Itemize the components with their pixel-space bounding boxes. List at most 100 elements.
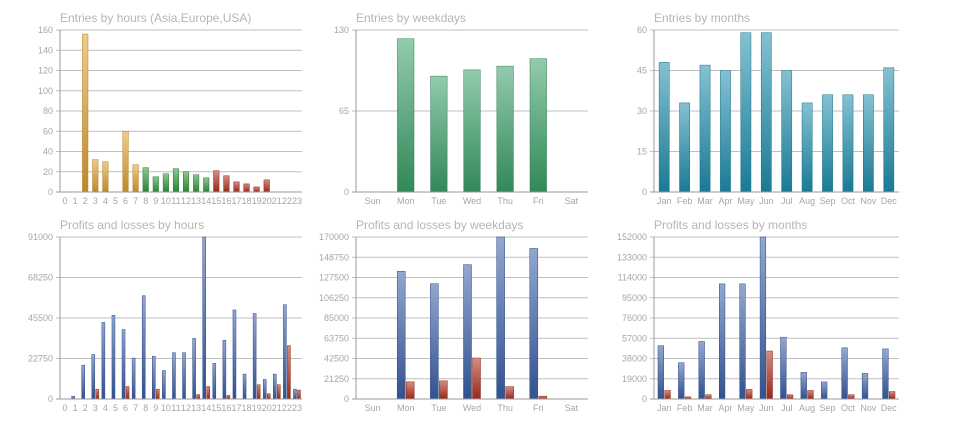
- x-tick-label: Jul: [781, 403, 793, 413]
- x-tick-label: Sep: [820, 403, 836, 413]
- bar-series-2: [287, 345, 291, 400]
- bar: [82, 33, 89, 193]
- bar-series-1: [121, 329, 126, 400]
- bar-series-1: [222, 340, 227, 400]
- x-tick-label: 19: [252, 196, 262, 206]
- x-tick-label: Oct: [841, 196, 856, 206]
- bar-series-1: [529, 248, 539, 400]
- y-tick-label: 60: [43, 126, 53, 136]
- bar-series-1: [841, 347, 848, 400]
- y-tick-label: 0: [344, 187, 349, 197]
- x-tick-label: Mar: [697, 403, 713, 413]
- bar: [679, 102, 690, 193]
- chart-panel-2: Entries by weekdays 0 65 130 Sun Mon Tue Wed Thu…: [334, 11, 588, 206]
- y-tick-label: 91000: [28, 232, 53, 242]
- x-tick-label: Sun: [365, 403, 381, 413]
- y-tick-label: 85000: [324, 313, 349, 323]
- bar: [720, 70, 731, 193]
- bar-series-2: [505, 386, 514, 400]
- y-tick-label: 95000: [622, 293, 647, 303]
- bar-series-2: [439, 380, 448, 400]
- bar: [193, 174, 200, 193]
- y-tick-label: 148750: [319, 252, 349, 262]
- y-tick-label: 63750: [324, 333, 349, 343]
- x-tick-label: 14: [201, 196, 211, 206]
- x-tick-label: Feb: [677, 403, 693, 413]
- chart-title: Entries by weekdays: [356, 11, 466, 25]
- bar: [842, 94, 854, 193]
- x-tick-label: Aug: [799, 403, 815, 413]
- x-tick-label: 22: [282, 403, 292, 413]
- bar-series-1: [131, 357, 136, 400]
- bar: [92, 159, 99, 193]
- bar: [781, 70, 793, 193]
- x-tick-label: 18: [242, 196, 252, 206]
- x-tick-label: 0: [63, 196, 68, 206]
- bar-series-2: [889, 391, 896, 400]
- bar-series-1: [252, 313, 257, 400]
- bar-series-1: [111, 315, 116, 400]
- y-tick-label: 0: [344, 394, 349, 404]
- x-tick-label: Oct: [841, 403, 856, 413]
- bar-series-1: [678, 362, 685, 400]
- x-tick-label: Sun: [365, 196, 381, 206]
- x-tick-label: Nov: [860, 196, 877, 206]
- y-tick-label: 0: [48, 187, 53, 197]
- y-tick-label: 45: [637, 66, 647, 76]
- bar-series-2: [156, 388, 160, 400]
- bar-series-1: [202, 236, 206, 400]
- x-tick-label: 17: [231, 196, 241, 206]
- x-tick-label: Dec: [881, 196, 898, 206]
- x-tick-label: 2: [83, 403, 88, 413]
- bar: [172, 168, 179, 193]
- bar: [253, 186, 260, 193]
- x-tick-label: May: [737, 403, 755, 413]
- bar-series-1: [232, 309, 237, 400]
- x-tick-label: 11: [171, 403, 180, 413]
- chart-panel-3: Entries by months 0 15 30 45 60 Jan Feb Mar Apr Ma…: [637, 11, 899, 206]
- bar-series-2: [206, 386, 210, 400]
- bar: [162, 173, 169, 193]
- x-tick-label: 12: [181, 403, 191, 413]
- bar-series-2: [848, 394, 855, 400]
- bar-series-1: [739, 283, 746, 400]
- bar-series-2: [297, 389, 301, 400]
- x-tick-label: Nov: [860, 403, 877, 413]
- bar: [142, 167, 149, 193]
- x-tick-label: 8: [143, 196, 148, 206]
- bar: [397, 38, 415, 193]
- bar-series-1: [91, 354, 96, 400]
- y-tick-label: 30: [637, 106, 647, 116]
- y-tick-label: 100: [38, 86, 53, 96]
- x-tick-label: 1: [73, 196, 78, 206]
- x-tick-label: 2: [83, 196, 88, 206]
- bar: [822, 94, 833, 193]
- y-tick-label: 133000: [617, 252, 647, 262]
- bar-series-2: [472, 357, 481, 400]
- bar-series-1: [293, 388, 297, 400]
- bar-series-1: [273, 373, 277, 400]
- bar-series-2: [766, 350, 773, 400]
- y-tick-label: 15: [637, 147, 647, 157]
- x-tick-label: 13: [191, 196, 201, 206]
- x-tick-label: May: [737, 196, 755, 206]
- y-tick-label: 140: [38, 45, 53, 55]
- chart-title: Entries by hours (Asia,Europe,USA): [60, 11, 251, 25]
- y-tick-label: 170000: [319, 232, 349, 242]
- bar: [223, 175, 230, 193]
- bar-series-1: [162, 370, 166, 400]
- x-tick-label: 20: [262, 403, 272, 413]
- bar: [203, 177, 210, 193]
- bar-series-1: [81, 364, 85, 400]
- y-tick-label: 45500: [28, 313, 53, 323]
- bar-series-2: [405, 381, 415, 400]
- bar-series-2: [256, 384, 261, 400]
- x-tick-label: Dec: [881, 403, 898, 413]
- bar: [152, 176, 159, 193]
- y-tick-label: 21250: [324, 374, 349, 384]
- chart-title: Entries by months: [654, 11, 750, 25]
- bar: [233, 181, 240, 193]
- x-tick-label: Apr: [718, 196, 732, 206]
- x-tick-label: 9: [153, 196, 158, 206]
